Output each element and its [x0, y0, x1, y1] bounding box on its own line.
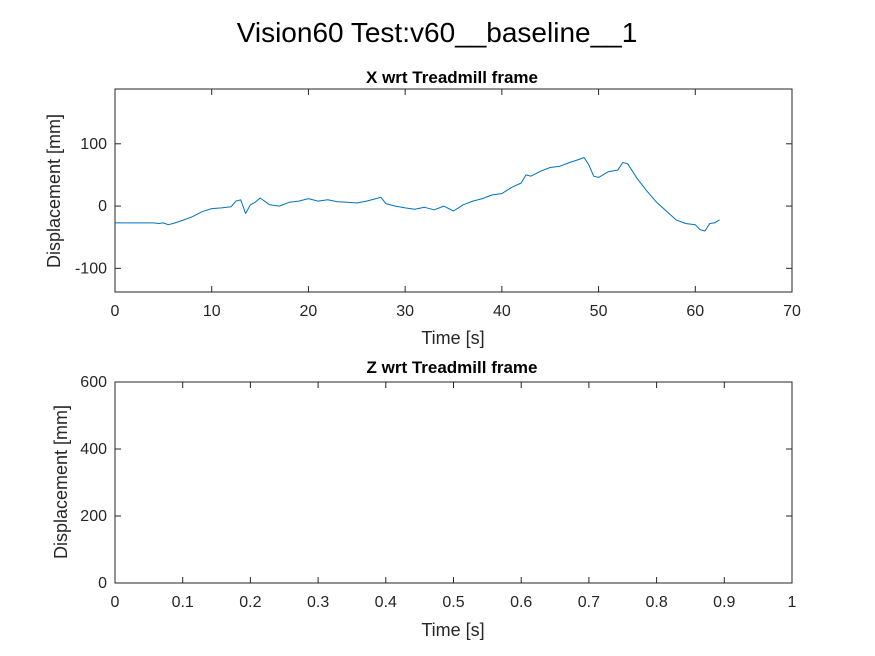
axes-z-xlabel: Time [s]: [421, 620, 484, 640]
axes-z-xtick-label: 0.3: [307, 594, 329, 611]
axes-x-ylabel: Displacement [mm]: [44, 114, 64, 268]
axes-z-xtick-label: 0.9: [713, 594, 735, 611]
axes-x-displacement: X wrt Treadmill frame 0 10 20 30 40 50 60 70 -10…: [44, 68, 801, 348]
axes-z-ytick-label: 0: [98, 575, 107, 592]
axes-z-ytick-label: 600: [80, 374, 107, 391]
axes-x-series-line: [115, 157, 720, 232]
axes-z-xtick-label: 0.4: [375, 594, 397, 611]
axes-z-xtick-label: 0.7: [578, 594, 600, 611]
axes-z-plot-area: [114, 381, 793, 584]
axes-x-xtick-label: 70: [783, 303, 801, 320]
axes-z-marks: 0 0.1 0.2 0.3 0.4 0.5 0.6 0.7 0.8 0.9 1 0 200 400 600: [80, 374, 796, 611]
axes-z-ytick-label: 400: [80, 441, 107, 458]
axes-z-xtick-label: 0.1: [172, 594, 194, 611]
axes-z-xtick-label: 0: [111, 594, 120, 611]
axes-z-ylabel: Displacement [mm]: [51, 405, 71, 559]
figure-title: Vision60 Test:v60__baseline__1: [237, 17, 638, 48]
axes-z-xtick-label: 0.8: [645, 594, 667, 611]
axes-x-xtick-label: 0: [111, 303, 120, 320]
axes-z-xtick-label: 0.6: [510, 594, 532, 611]
axes-x-plot-area: [114, 88, 793, 293]
axes-z-xtick-label: 1: [788, 594, 797, 611]
axes-z-xtick-label: 0.5: [442, 594, 464, 611]
axes-x-ytick-label: 0: [98, 198, 107, 215]
axes-x-ytick-label: -100: [75, 260, 107, 277]
axes-x-xtick-label: 40: [493, 303, 511, 320]
axes-x-title: X wrt Treadmill frame: [366, 68, 538, 87]
axes-x-xtick-label: 60: [686, 303, 704, 320]
axes-x-xtick-label: 10: [203, 303, 221, 320]
axes-z-displacement: Z wrt Treadmill frame 0 0.1 0.2 0.3 0.4 0.5 0.…: [51, 358, 797, 640]
axes-x-xtick-label: 50: [590, 303, 608, 320]
axes-z-ytick-label: 200: [80, 508, 107, 525]
axes-x-xlabel: Time [s]: [421, 328, 484, 348]
axes-z-title: Z wrt Treadmill frame: [367, 358, 538, 377]
axes-x-xtick-label: 30: [396, 303, 414, 320]
axes-x-ytick-label: 100: [80, 136, 107, 153]
axes-x-xtick-label: 20: [300, 303, 318, 320]
axes-x-marks: 0 10 20 30 40 50 60 70 -100 0 100: [75, 89, 801, 320]
axes-z-xtick-label: 0.2: [239, 594, 261, 611]
